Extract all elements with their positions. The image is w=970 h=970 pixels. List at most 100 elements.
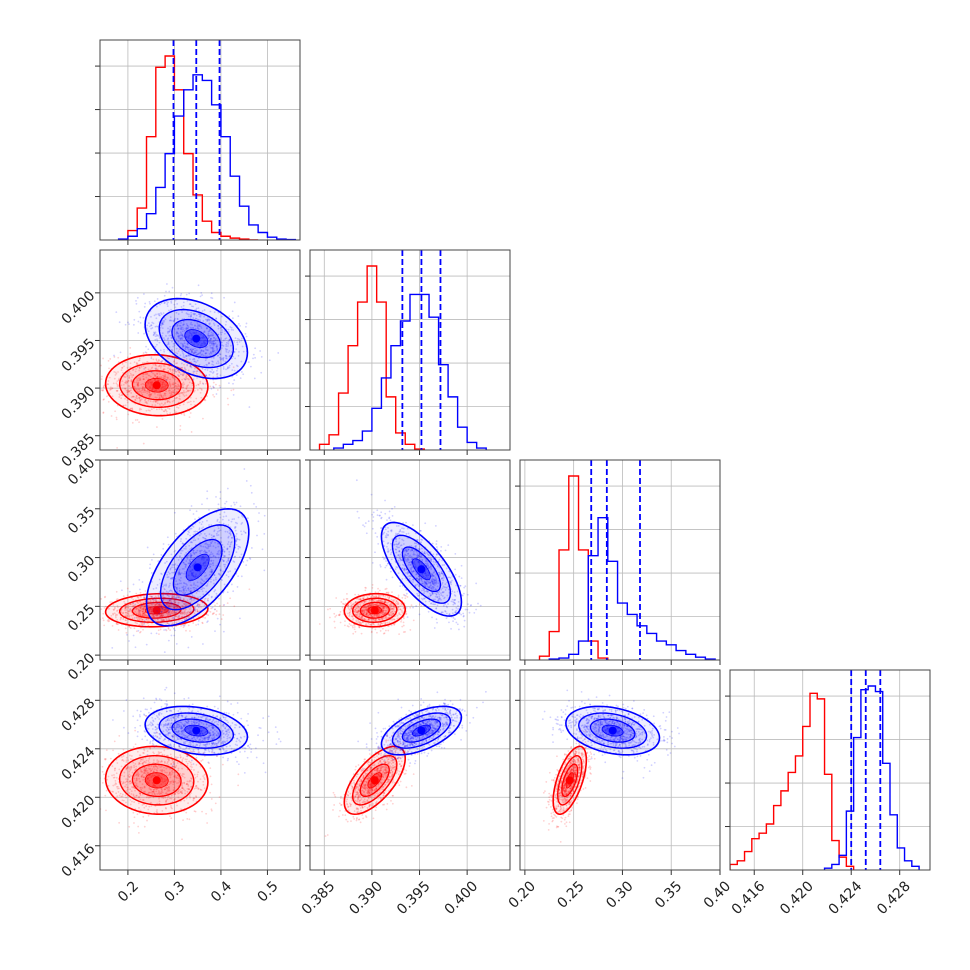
sample-point	[228, 315, 231, 318]
sample-point	[344, 620, 346, 623]
sample-point	[213, 337, 216, 339]
sample-point	[212, 350, 214, 353]
sample-point	[153, 599, 156, 602]
sample-point	[124, 605, 127, 608]
sample-point	[163, 348, 165, 351]
sample-point	[146, 372, 149, 375]
sample-point	[208, 340, 211, 343]
sample-point	[160, 394, 163, 397]
sample-point	[189, 396, 192, 399]
sample-point	[173, 319, 176, 322]
sample-point	[143, 293, 145, 295]
sample-point	[185, 336, 188, 338]
sample-point	[163, 587, 166, 590]
sample-point	[124, 381, 126, 384]
sample-point	[156, 376, 159, 379]
sample-point	[124, 609, 126, 611]
sample-point	[215, 345, 218, 348]
sample-point	[226, 367, 229, 370]
sample-point	[162, 386, 164, 388]
sample-point	[217, 311, 220, 314]
sample-point	[212, 322, 215, 325]
sample-point	[210, 342, 213, 345]
sample-point	[132, 374, 134, 377]
sample-point	[215, 383, 217, 386]
sample-point	[160, 614, 163, 616]
sample-point	[253, 377, 256, 380]
sample-point	[403, 617, 405, 620]
sample-point	[164, 373, 167, 376]
sample-point	[150, 371, 153, 373]
sample-point	[384, 629, 387, 632]
sample-point	[135, 299, 137, 302]
sample-point	[198, 313, 201, 316]
sample-point	[177, 340, 180, 343]
sample-point	[129, 610, 131, 613]
sample-point	[116, 623, 119, 625]
sample-point	[160, 321, 163, 324]
sample-point	[132, 607, 135, 609]
sample-point	[98, 389, 100, 391]
sample-point	[163, 410, 166, 413]
sample-point	[195, 397, 198, 400]
sample-point	[215, 317, 218, 320]
sample-point	[157, 603, 160, 606]
sample-point	[233, 503, 236, 506]
sample-point	[150, 357, 153, 360]
sample-point	[257, 520, 260, 523]
sample-point	[160, 394, 163, 397]
sample-point	[148, 395, 151, 397]
sample-point	[225, 355, 228, 358]
sample-point	[115, 418, 118, 421]
sample-point	[199, 380, 202, 383]
sample-point	[115, 311, 118, 314]
sample-point	[164, 385, 167, 388]
sample-point	[171, 400, 174, 403]
sample-point	[209, 339, 212, 341]
sample-point	[176, 318, 179, 321]
sample-point	[233, 340, 236, 343]
sample-point	[162, 369, 165, 371]
sample-point	[134, 603, 137, 606]
sample-point	[194, 347, 196, 350]
sample-point	[200, 327, 203, 329]
sample-point	[131, 408, 134, 411]
sample-point	[206, 320, 209, 322]
sample-point	[154, 400, 156, 403]
sample-point	[240, 360, 243, 363]
sample-point	[150, 327, 153, 330]
sample-point	[148, 301, 151, 303]
sample-point	[142, 601, 145, 604]
sample-point	[219, 327, 222, 329]
sample-point	[143, 388, 146, 391]
sample-point	[166, 343, 169, 346]
sample-point	[161, 607, 163, 609]
sample-point	[188, 334, 191, 337]
sample-point	[183, 412, 185, 415]
sample-point	[132, 634, 135, 637]
sample-point	[149, 595, 152, 598]
sample-point	[158, 364, 161, 367]
sample-point	[126, 391, 129, 393]
sample-point	[186, 313, 189, 316]
marginal-content	[538, 460, 716, 660]
sample-point	[167, 605, 170, 608]
sample-point	[122, 611, 125, 614]
sample-point	[196, 389, 199, 391]
sample-point	[177, 374, 179, 376]
sample-point	[101, 375, 103, 378]
sample-point	[211, 351, 214, 353]
sample-point	[209, 334, 211, 337]
sample-point	[164, 608, 167, 611]
sample-point	[130, 386, 133, 389]
sample-point	[136, 596, 139, 599]
sample-point	[178, 337, 181, 339]
sample-point	[389, 519, 392, 522]
sample-point	[202, 383, 205, 385]
sample-point	[159, 615, 162, 618]
sample-point	[204, 617, 206, 619]
sample-point	[160, 313, 163, 316]
sample-point	[220, 618, 223, 620]
sample-point	[181, 366, 184, 369]
sample-point	[225, 357, 228, 360]
